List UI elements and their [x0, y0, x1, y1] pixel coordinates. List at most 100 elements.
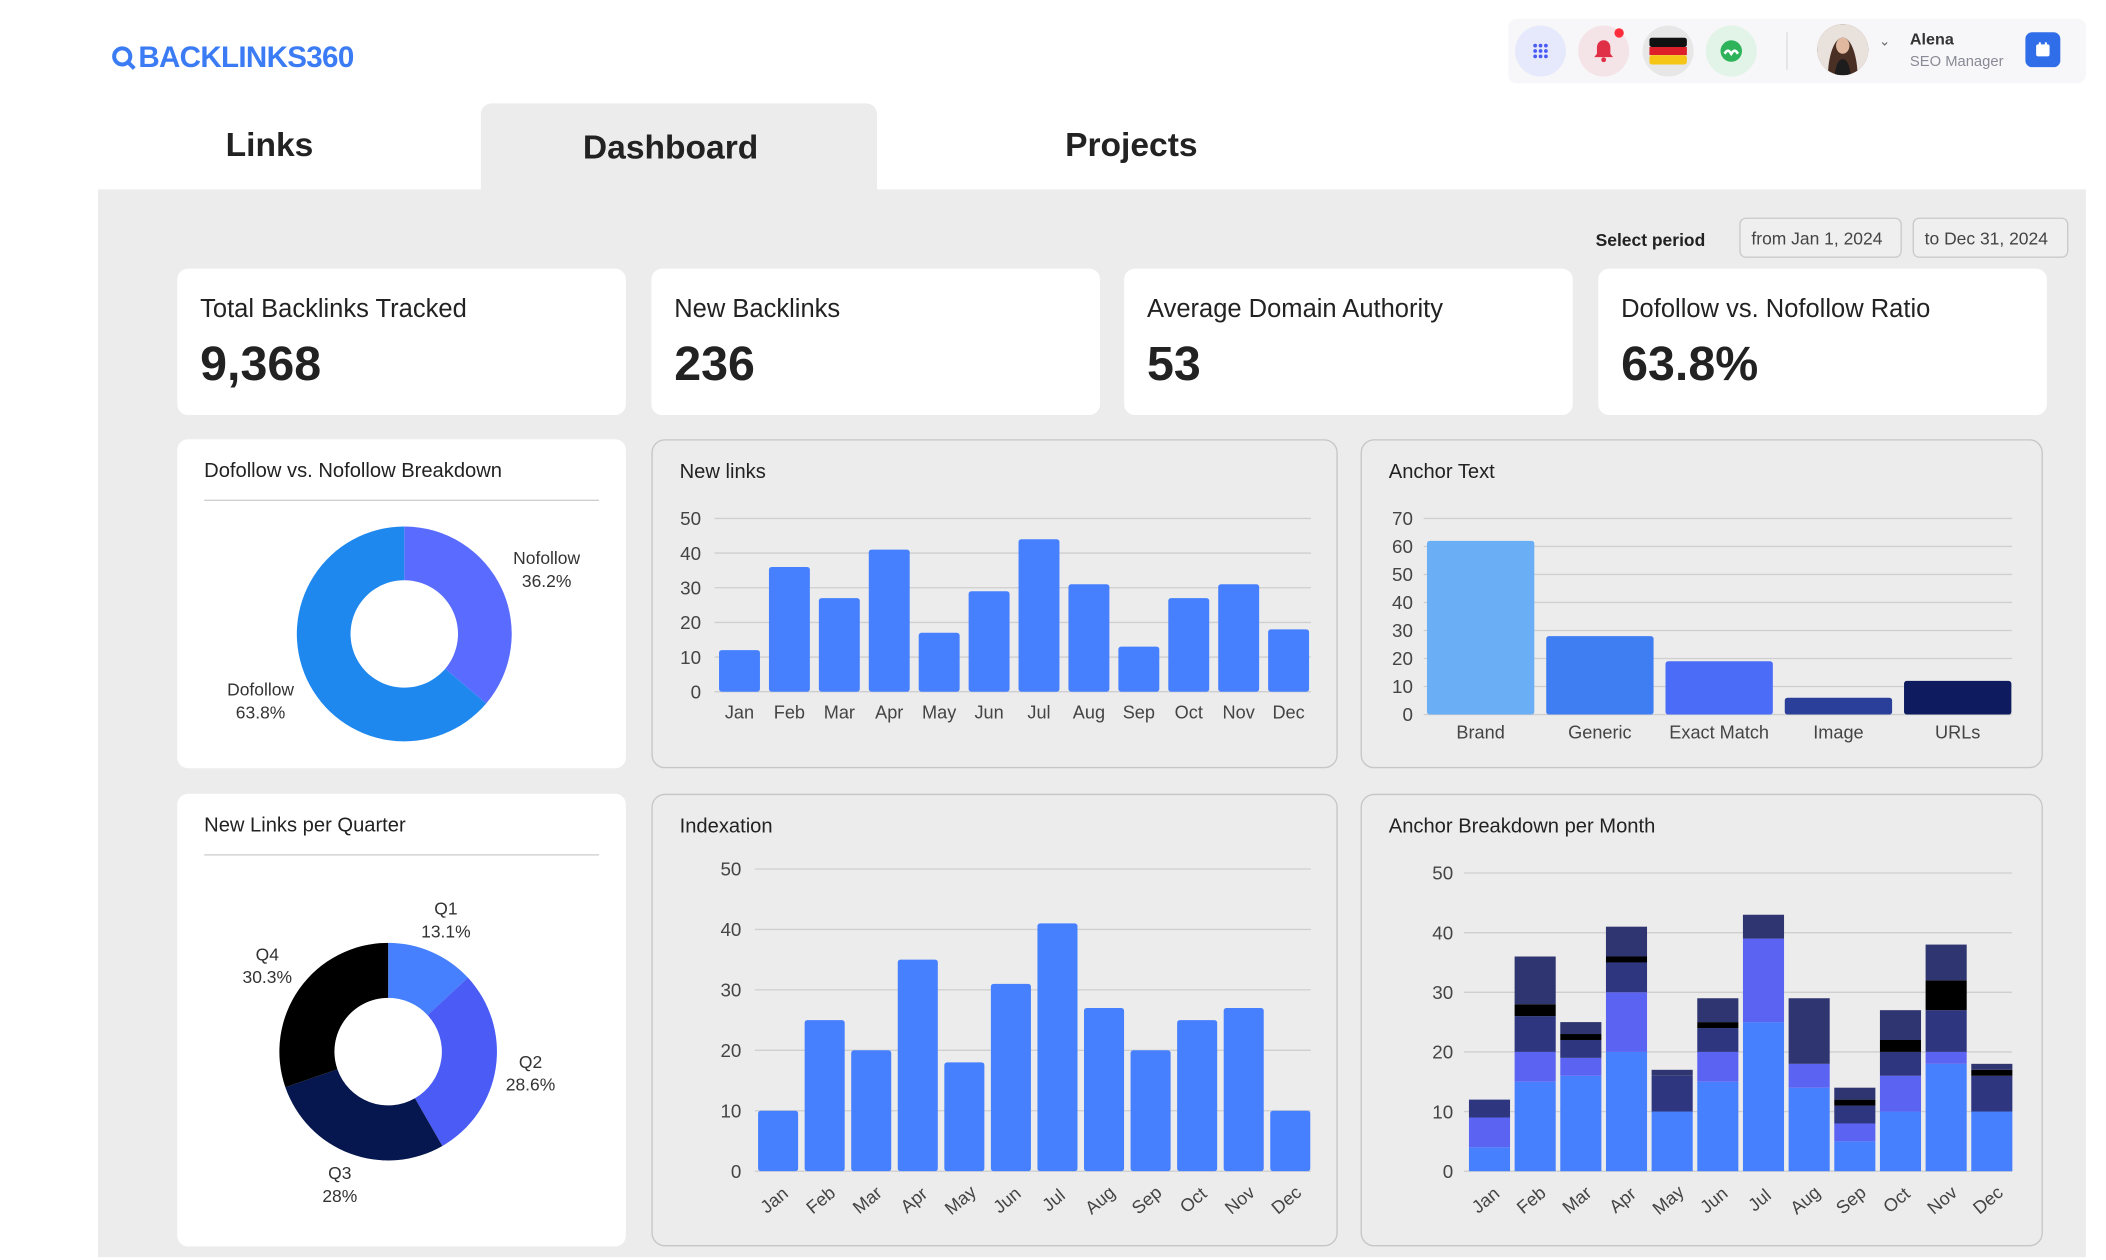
x-tick-label: Generic [1568, 723, 1631, 743]
x-tick-label: Aug [1081, 1182, 1119, 1218]
quarter-donut-chart: Q113.1%Q228.6%Q328%Q430.3% [177, 794, 626, 1247]
bar-segment [1834, 1088, 1875, 1100]
bar [1118, 647, 1159, 692]
bar-segment [1971, 1112, 2012, 1172]
bar-segment [1834, 1106, 1875, 1124]
bar-segment [1560, 1076, 1601, 1171]
y-tick-label: 30 [1392, 620, 1413, 641]
bar-segment [1880, 1010, 1921, 1040]
tab-links[interactable]: Links [226, 126, 314, 165]
x-tick-label: Jul [1027, 703, 1050, 723]
brand-logo[interactable]: BACKLINKS360 [110, 40, 353, 75]
slice-label: Dofollow [227, 680, 294, 700]
bar-segment [1697, 1052, 1738, 1082]
bar-segment [1652, 1076, 1693, 1112]
slice-percent: 28.6% [506, 1075, 556, 1095]
y-tick-label: 40 [1432, 922, 1453, 943]
bar [1084, 1008, 1124, 1171]
bar [991, 984, 1031, 1171]
x-tick-label: Feb [802, 1182, 839, 1217]
bar-segment [1515, 957, 1556, 1005]
chevron-down-icon[interactable]: ⌄ [1879, 35, 1890, 50]
bar-segment [1926, 1064, 1967, 1171]
y-tick-label: 40 [720, 919, 741, 940]
bar [805, 1020, 845, 1171]
x-tick-label: Brand [1456, 723, 1504, 743]
y-tick-label: 10 [720, 1100, 741, 1121]
y-tick-label: 10 [1392, 676, 1413, 697]
bar-segment [1515, 1004, 1556, 1016]
x-tick-label: Mar [849, 1182, 886, 1217]
bar-segment [1789, 1064, 1830, 1088]
bar-segment [1606, 992, 1647, 1052]
bar-segment [1652, 1112, 1693, 1172]
slice-label: Q2 [519, 1052, 542, 1072]
bar-segment [1743, 915, 1784, 939]
bar-segment [1743, 939, 1784, 1022]
x-tick-label: May [1649, 1181, 1689, 1219]
x-tick-label: Sep [1123, 703, 1155, 723]
x-tick-label: Exact Match [1669, 723, 1769, 743]
slice-percent: 36.2% [522, 571, 572, 591]
slice-percent: 30.3% [243, 967, 293, 987]
slice-percent: 63.8% [236, 703, 286, 723]
bar-segment [1697, 998, 1738, 1022]
x-tick-label: Jun [989, 1183, 1024, 1217]
user-name: Alena [1910, 30, 1954, 49]
x-tick-label: Sep [1832, 1182, 1870, 1218]
bar-segment [1880, 1052, 1921, 1076]
logo-search-icon [110, 44, 137, 71]
y-tick-label: 70 [1392, 508, 1413, 529]
x-tick-label: Sep [1128, 1182, 1166, 1218]
y-tick-label: 50 [680, 508, 701, 529]
status-icon[interactable] [1706, 26, 1757, 77]
slice-percent: 13.1% [421, 921, 471, 941]
bar [1904, 681, 2011, 715]
y-tick-label: 10 [680, 647, 701, 668]
card-anchor-breakdown: Anchor Breakdown per Month 0 10 20 30 40 50 Ja… [1361, 794, 2043, 1247]
apps-grid-icon[interactable] [1515, 26, 1566, 77]
x-tick-label: Jun [974, 703, 1003, 723]
bar [758, 1111, 798, 1171]
period-from-field[interactable]: from Jan 1, 2024 [1739, 218, 1902, 258]
bar [1546, 636, 1653, 714]
kpi-value: 63.8% [1621, 336, 1758, 392]
x-tick-label: Dec [1969, 1182, 2007, 1218]
y-tick-label: 20 [680, 612, 701, 633]
y-tick-label: 50 [1392, 564, 1413, 585]
bar [869, 550, 910, 692]
tab-projects[interactable]: Projects [1065, 126, 1198, 165]
bar-segment [1971, 1070, 2012, 1076]
period-to-field[interactable]: to Dec 31, 2024 [1913, 218, 2069, 258]
slice-percent: 28% [322, 1186, 357, 1206]
anchor-breakdown-stacked-chart: 01020304050Jan Feb Mar Apr May Jun Jul Aug Sep Oc… [1362, 795, 2044, 1248]
kpi-title: Total Backlinks Tracked [200, 295, 467, 325]
y-tick-label: 0 [1402, 704, 1412, 725]
bar-segment [1515, 1016, 1556, 1052]
tab-dashboard[interactable]: Dashboard [583, 129, 758, 168]
notification-bell-icon[interactable] [1578, 26, 1629, 77]
y-tick-label: 20 [720, 1040, 741, 1061]
y-tick-label: 40 [1392, 592, 1413, 613]
bar [1427, 541, 1534, 715]
avatar[interactable] [1817, 24, 1868, 75]
calendar-button[interactable] [2025, 32, 2060, 67]
bar [1218, 584, 1259, 691]
germany-flag-icon[interactable] [1643, 26, 1694, 77]
bar-segment [1743, 1022, 1784, 1171]
bar [719, 650, 760, 692]
x-tick-label: Mar [824, 703, 855, 723]
bar [1177, 1020, 1217, 1171]
x-tick-label: URLs [1935, 723, 1980, 743]
bar-segment [1652, 1070, 1693, 1076]
bar-segment [1606, 957, 1647, 963]
bar-segment [1606, 927, 1647, 957]
kpi-card-total-backlinks: Total Backlinks Tracked 9,368 [177, 269, 626, 415]
bar-segment [1560, 1058, 1601, 1076]
user-role: SEO Manager [1910, 54, 2004, 70]
bar-segment [1606, 1052, 1647, 1171]
kpi-title: Dofollow vs. Nofollow Ratio [1621, 295, 1930, 325]
card-anchor-text: Anchor Text 0 10 20 30 40 50 60 70 Brand Generic E… [1361, 439, 2043, 768]
bar [898, 960, 938, 1172]
bar-segment [1560, 1040, 1601, 1058]
